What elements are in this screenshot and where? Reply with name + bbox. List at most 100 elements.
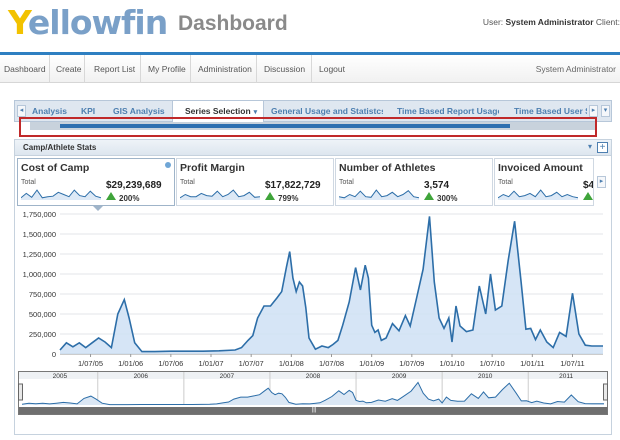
kpi-cost-of-camp[interactable]: Cost of Camp Total $29,239,689 200% bbox=[17, 158, 175, 206]
user-name: System Administrator bbox=[505, 17, 594, 27]
navigator-scrollbar[interactable] bbox=[19, 407, 607, 414]
kpi-change: 300% bbox=[437, 194, 458, 203]
kpi-pointer bbox=[92, 205, 104, 211]
navigator-year-label: 2009 bbox=[392, 373, 407, 380]
navigator-year-label: 2007 bbox=[220, 373, 235, 380]
navigator-line bbox=[21, 381, 604, 406]
x-tick-label: 1/07/10 bbox=[480, 359, 505, 368]
x-tick-label: 1/07/09 bbox=[399, 359, 424, 368]
sparkline-line bbox=[180, 189, 260, 199]
report-panel: Camp/Athlete Stats ▾ + Cost of Camp Tota… bbox=[14, 139, 612, 435]
kpi-name: Number of Athletes bbox=[339, 162, 436, 174]
panel-title: Camp/Athlete Stats bbox=[23, 143, 97, 152]
x-tick-label: 1/07/11 bbox=[560, 359, 584, 368]
nav-user-name: System Administrator bbox=[535, 64, 616, 74]
navigator-year-label: 2006 bbox=[134, 373, 149, 380]
user-info: User: System Administrator Client: bbox=[483, 17, 620, 27]
user-label: User: bbox=[482, 17, 504, 27]
navigator-grip-icon[interactable]: ||| bbox=[311, 407, 317, 413]
navigator-year-label: 2010 bbox=[478, 373, 493, 380]
kpi-value: $47 bbox=[583, 180, 594, 191]
kpi-total-label: Total bbox=[21, 179, 36, 186]
y-tick-label: 250,000 bbox=[29, 330, 56, 339]
y-tick-label: 1,250,000 bbox=[23, 250, 56, 259]
x-tick-label: 1/01/06 bbox=[118, 359, 143, 368]
tab-scrollbar-thumb[interactable] bbox=[60, 124, 510, 128]
tab-menu-icon[interactable]: ▾ bbox=[601, 105, 610, 117]
nav-discussion[interactable]: Discussion bbox=[260, 55, 312, 83]
series-line[interactable] bbox=[59, 216, 603, 353]
kpi-number-of-athletes[interactable]: Number of Athletes Total 3,574 300% bbox=[335, 158, 493, 206]
highlight-annotation bbox=[19, 117, 597, 137]
navigator-year-band bbox=[19, 372, 607, 379]
series-area bbox=[60, 216, 603, 354]
kpi-name: Cost of Camp bbox=[21, 162, 90, 174]
sparkline-line bbox=[21, 189, 101, 199]
y-tick-label: 1,500,000 bbox=[23, 230, 56, 239]
kpi-profit-margin[interactable]: Profit Margin Total $17,822,729 799% bbox=[176, 158, 334, 206]
kpi-sparkline bbox=[21, 189, 101, 200]
kpi-value: 3,574 bbox=[424, 180, 450, 191]
navigator-area bbox=[22, 382, 604, 405]
up-arrow-icon bbox=[265, 192, 275, 200]
tab-general-usage[interactable]: General Usage and Statistcs bbox=[271, 106, 383, 116]
add-icon[interactable]: + bbox=[597, 142, 608, 153]
kpi-sparkline bbox=[339, 189, 419, 200]
nav-my-profile[interactable]: My Profile bbox=[144, 55, 191, 83]
kpi-total-label: Total bbox=[180, 179, 195, 186]
kpi-value: $29,239,689 bbox=[106, 180, 162, 191]
x-tick-label: 1/01/07 bbox=[198, 359, 223, 368]
y-tick-label: 0 bbox=[52, 350, 56, 359]
nav-dashboard[interactable]: Dashboard bbox=[0, 55, 50, 83]
tab-gis-analysis[interactable]: GIS Analysis bbox=[113, 106, 165, 116]
app-header: Yellowfin Dashboard User: System Adminis… bbox=[0, 0, 620, 52]
dashboard-tab-bar: ◂ Analysis KPI GIS Analysis Series Selec… bbox=[14, 100, 612, 123]
nav-administration[interactable]: Administration bbox=[194, 55, 257, 83]
kpi-name: Invoiced Amount bbox=[498, 162, 583, 174]
sparkline-area bbox=[180, 190, 260, 200]
sparkline-area bbox=[498, 190, 578, 200]
navigator-year-label: 2008 bbox=[306, 373, 321, 380]
y-tick-label: 500,000 bbox=[29, 310, 56, 319]
yellowfin-logo[interactable]: Yellowfin bbox=[8, 3, 168, 42]
y-tick-label: 1,750,000 bbox=[23, 210, 56, 219]
y-tick-label: 1,000,000 bbox=[23, 270, 56, 279]
tab-time-based-report-usage[interactable]: Time Based Report Usage bbox=[397, 106, 499, 116]
x-tick-label: 1/07/05 bbox=[78, 359, 103, 368]
x-tick-label: 1/07/06 bbox=[158, 359, 183, 368]
navigator-right-handle[interactable] bbox=[603, 383, 608, 401]
sparkline-line bbox=[339, 189, 419, 199]
kpi-sparkline bbox=[498, 189, 578, 200]
y-tick-label: 750,000 bbox=[29, 290, 56, 299]
x-tick-label: 1/01/09 bbox=[359, 359, 384, 368]
kpi-scroll-right-icon[interactable]: ▸ bbox=[597, 176, 606, 188]
tab-kpi[interactable]: KPI bbox=[81, 106, 96, 116]
tab-time-based-user-stats[interactable]: Time Based User St bbox=[514, 106, 587, 116]
nav-create[interactable]: Create bbox=[52, 55, 85, 83]
panel-header: Camp/Athlete Stats ▾ + bbox=[15, 140, 611, 156]
sparkline-area bbox=[21, 190, 101, 200]
series-chart[interactable]: 0 250,000 500,000 750,000 1,000,000 1,250,000… bbox=[15, 210, 611, 370]
x-tick-label: 1/01/10 bbox=[439, 359, 464, 368]
nav-logout[interactable]: Logout bbox=[319, 64, 345, 74]
tab-analysis[interactable]: Analysis bbox=[32, 106, 67, 116]
navigator-year-label: 2011 bbox=[559, 373, 573, 380]
tab-scrollbar[interactable] bbox=[30, 122, 595, 130]
tab-scroll-left-icon[interactable]: ◂ bbox=[17, 105, 26, 117]
navigator-left-handle[interactable] bbox=[18, 383, 23, 401]
kpi-invoiced-amount[interactable]: Invoiced Amount Total $47 bbox=[494, 158, 594, 206]
kpi-total-label: Total bbox=[498, 179, 513, 186]
logo-text: ellowfin bbox=[27, 3, 168, 42]
range-navigator[interactable]: 2005 2006 2007 2008 2009 2010 2011 bbox=[18, 371, 608, 415]
main-nav: Dashboard Create Report List My Profile … bbox=[0, 52, 620, 83]
nav-report-list[interactable]: Report List bbox=[90, 55, 141, 83]
logo-letter: Y bbox=[8, 3, 29, 42]
page-title: Dashboard bbox=[178, 12, 288, 35]
panel-menu-icon[interactable]: ▾ bbox=[587, 142, 592, 151]
kpi-sparkline bbox=[180, 189, 260, 200]
tab-scroll-right-icon[interactable]: ▸ bbox=[589, 105, 598, 117]
tab-series-selection-label: Series Selection bbox=[185, 106, 251, 116]
kpi-name: Profit Margin bbox=[180, 162, 245, 174]
sparkline-line bbox=[498, 189, 578, 199]
chevron-down-icon[interactable]: ▾ bbox=[253, 109, 258, 116]
